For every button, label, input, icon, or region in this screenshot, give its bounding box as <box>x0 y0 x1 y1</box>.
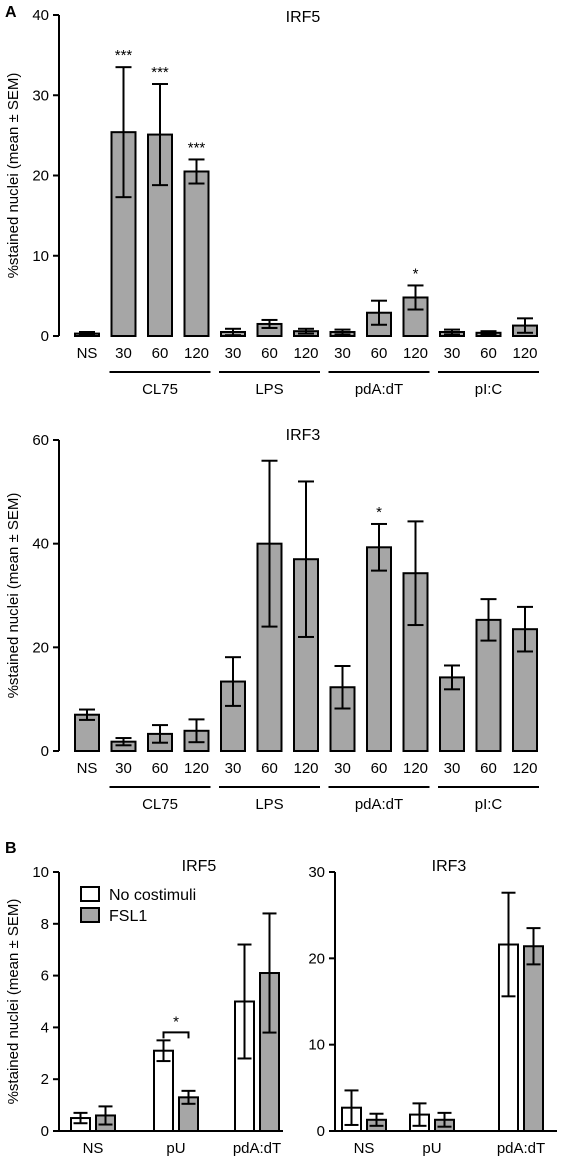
legend-swatch <box>80 886 100 902</box>
y-tick-label: 10 <box>32 864 49 881</box>
y-tick-label: 60 <box>32 432 49 449</box>
y-tick-label: 8 <box>41 916 49 933</box>
significance-label: *** <box>188 139 206 156</box>
bar <box>366 546 392 752</box>
bar <box>523 945 544 1132</box>
x-tick-label: 30 <box>115 345 132 362</box>
chart-irf3-costim: IRF3 0 10 20 30 NS pU pdA:dT <box>308 858 557 1157</box>
panel-label-a: A <box>5 4 17 21</box>
x-tick-label: 120 <box>512 345 537 362</box>
x-tick-label: 120 <box>403 760 428 777</box>
x-tick-label: 60 <box>480 345 497 362</box>
x-tick-label: 30 <box>334 760 351 777</box>
x-tick-label: NS <box>77 345 98 362</box>
group-label: pI:C <box>475 796 503 813</box>
group-label: LPS <box>255 796 283 813</box>
group-label: pI:C <box>475 381 503 398</box>
significance-label: * <box>173 1013 179 1030</box>
x-tick-label: 120 <box>293 345 318 362</box>
group-label: CL75 <box>142 796 178 813</box>
x-tick-label: 60 <box>152 345 169 362</box>
chart-irf3-timecourse: IRF3 %stained nuclei (mean ± SEM) 0 20 40 60 N… <box>5 427 539 813</box>
x-tick-label: pU <box>166 1140 185 1157</box>
y-axis-label: %stained nuclei (mean ± SEM) <box>5 493 22 699</box>
legend-label: FSL1 <box>109 908 147 925</box>
y-axis-label: %stained nuclei (mean ± SEM) <box>5 899 22 1105</box>
panel-label-b: B <box>5 840 17 857</box>
x-tick-label: 60 <box>371 760 388 777</box>
x-tick-label: 60 <box>261 345 278 362</box>
x-tick-label: 60 <box>152 760 169 777</box>
y-tick-label: 10 <box>308 1037 325 1054</box>
x-tick-label: NS <box>77 760 98 777</box>
x-tick-label: 120 <box>293 760 318 777</box>
x-tick-label: NS <box>83 1140 104 1157</box>
y-tick-label: 6 <box>41 968 49 985</box>
group-label: pdA:dT <box>355 796 403 813</box>
y-tick-label: 30 <box>32 87 49 104</box>
bar <box>475 618 502 753</box>
legend-label: No costimuli <box>109 887 196 904</box>
y-tick-label: 0 <box>41 1123 49 1140</box>
y-axis-label: %stained nuclei (mean ± SEM) <box>5 73 22 279</box>
x-tick-label: 30 <box>225 345 242 362</box>
significance-label: *** <box>151 64 169 81</box>
x-tick-label: 60 <box>261 760 278 777</box>
chart-title: IRF5 <box>286 9 321 26</box>
group-label: LPS <box>255 381 283 398</box>
y-tick-label: 40 <box>32 7 49 24</box>
y-tick-label: 2 <box>41 1071 49 1088</box>
x-tick-label: 30 <box>444 345 461 362</box>
significance-bracket <box>162 1031 190 1039</box>
x-tick-label: 30 <box>334 345 351 362</box>
y-tick-label: 4 <box>41 1019 49 1036</box>
x-tick-label: 30 <box>444 760 461 777</box>
y-tick-label: 20 <box>32 168 49 185</box>
x-tick-label: 60 <box>371 345 388 362</box>
chart-title: IRF3 <box>286 427 321 444</box>
x-tick-label: 120 <box>184 760 209 777</box>
chart-irf5-costim: IRF5 %stained nuclei (mean ± SEM) 0 2 4 6 8 10 N… <box>5 858 283 1157</box>
x-tick-label: 60 <box>480 760 497 777</box>
y-tick-label: 40 <box>32 536 49 553</box>
x-tick-label: 120 <box>184 345 209 362</box>
x-tick-label: pdA:dT <box>233 1140 281 1157</box>
chart-irf5-timecourse: IRF5 %stained nuclei (mean ± SEM) 0 10 20 30 4… <box>5 7 539 398</box>
x-tick-label: 120 <box>403 345 428 362</box>
y-tick-label: 0 <box>41 743 49 760</box>
y-tick-label: 30 <box>308 864 325 881</box>
y-tick-label: 10 <box>32 248 49 265</box>
y-tick-label: 20 <box>32 639 49 656</box>
x-tick-label: 30 <box>225 760 242 777</box>
significance-label: * <box>413 265 419 282</box>
x-tick-label: NS <box>354 1140 375 1157</box>
significance-label: * <box>376 504 382 521</box>
group-label: CL75 <box>142 381 178 398</box>
group-label: pdA:dT <box>355 381 403 398</box>
x-tick-label: 120 <box>512 760 537 777</box>
y-tick-label: 0 <box>41 328 49 345</box>
chart-title: IRF5 <box>182 858 217 875</box>
significance-label: *** <box>115 47 133 64</box>
bar <box>153 1049 174 1132</box>
y-tick-label: 20 <box>308 950 325 967</box>
chart-title: IRF3 <box>432 858 467 875</box>
bar <box>183 170 210 337</box>
x-tick-label: 30 <box>115 760 132 777</box>
x-tick-label: pU <box>422 1140 441 1157</box>
x-tick-label: pdA:dT <box>497 1140 545 1157</box>
y-tick-label: 0 <box>317 1123 325 1140</box>
legend-swatch <box>80 907 100 923</box>
